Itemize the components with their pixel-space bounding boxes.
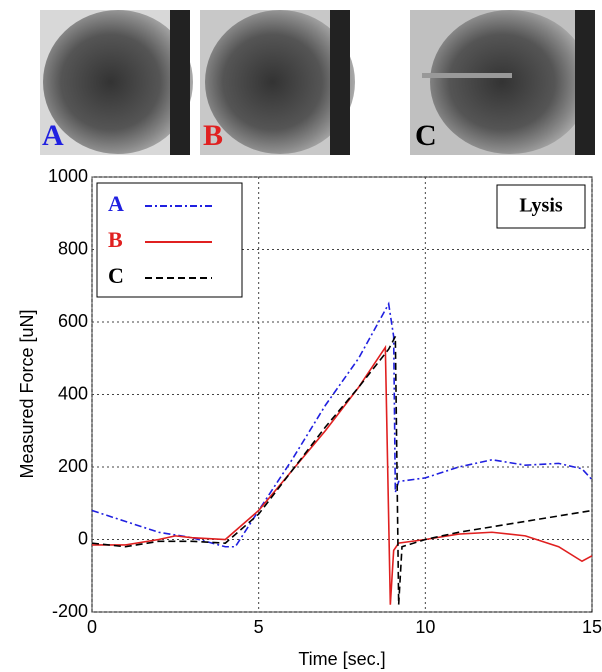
legend-label: A <box>108 191 124 216</box>
y-axis-label: Measured Force [uN] <box>17 309 37 478</box>
y-tick-label: 200 <box>58 456 88 476</box>
photo-c <box>410 10 595 155</box>
series-line <box>91 336 593 605</box>
panel-label: A <box>42 119 64 152</box>
panel-label: C <box>415 119 437 152</box>
x-axis-label: Time [sec.] <box>298 649 385 669</box>
annotation: Lysis <box>519 195 563 217</box>
y-tick-label: 800 <box>58 238 88 258</box>
photo-a <box>40 10 193 155</box>
x-tick-label: 0 <box>87 617 97 637</box>
x-tick-label: 10 <box>415 617 435 637</box>
legend-label: B <box>108 227 123 252</box>
legend-label: C <box>108 263 124 288</box>
series-line <box>92 344 593 605</box>
y-tick-label: -200 <box>52 601 88 621</box>
annotation-box <box>496 184 586 229</box>
x-tick-label: 5 <box>254 617 264 637</box>
panel-label: B <box>203 119 223 152</box>
series-line <box>91 301 593 548</box>
x-tick-label: 15 <box>582 617 602 637</box>
y-tick-label: 1000 <box>48 166 88 186</box>
y-tick-label: 600 <box>58 311 88 331</box>
y-tick-label: 0 <box>78 528 88 548</box>
photo-b <box>200 10 355 155</box>
y-tick-label: 400 <box>58 383 88 403</box>
